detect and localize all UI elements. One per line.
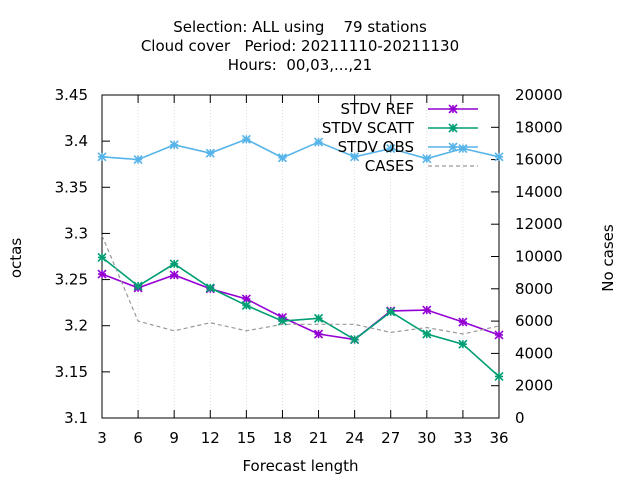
title-line: Cloud cover Period: 20211110-20211130 (141, 37, 459, 55)
data-point (494, 371, 504, 382)
x-tick-label: 36 (489, 429, 508, 447)
x-tick-label: 12 (201, 429, 220, 447)
legend-marker (448, 142, 458, 152)
data-point (313, 137, 324, 147)
legend-item-cases: CASES (365, 157, 478, 175)
data-point (386, 307, 396, 317)
series-line-cases (101, 235, 500, 335)
title-line: Hours: 00,03,...,21 (228, 56, 372, 74)
y2-tick-label: 0 (515, 409, 525, 427)
y2-tick-label: 12000 (515, 215, 563, 233)
y-tick-label: 3.25 (55, 271, 88, 289)
series-line-stdv-obs (101, 138, 500, 161)
data-point (458, 339, 468, 349)
title-line: Selection: ALL using 79 stations (173, 18, 427, 36)
legend-label: CASES (365, 157, 414, 175)
data-point (169, 140, 179, 150)
legend-item-stdv-scatt: STDV SCATT (322, 119, 478, 137)
data-point (133, 281, 143, 291)
legend-item-stdv-obs: STDV OBS (338, 138, 478, 156)
x-tick-label: 24 (345, 429, 364, 447)
x-tick-label: 9 (169, 429, 179, 447)
y2-tick-label: 2000 (515, 377, 553, 395)
y2-tick-label: 6000 (515, 312, 553, 330)
data-point (422, 329, 432, 339)
data-point (169, 270, 179, 280)
data-point (350, 152, 360, 162)
legend-label: STDV OBS (338, 138, 414, 156)
grid (137, 95, 464, 418)
data-point (458, 317, 468, 327)
y-tick-label: 3.4 (64, 132, 88, 150)
series-line-stdv-ref (101, 273, 500, 341)
series-stdv-ref (97, 269, 504, 345)
data-point (386, 143, 396, 154)
data-point (169, 259, 179, 269)
x-tick-label: 15 (237, 429, 256, 447)
y2-tick-label: 20000 (515, 86, 563, 104)
y2-tick-label: 10000 (515, 248, 563, 266)
data-point (422, 305, 432, 315)
x-tick-label: 3 (97, 429, 107, 447)
x-tick-label: 30 (417, 429, 436, 447)
y2-tick-label: 4000 (515, 344, 553, 362)
data-point (205, 148, 215, 158)
y2-tick-label: 14000 (515, 183, 563, 201)
data-point (97, 152, 107, 162)
x-tick-label: 18 (273, 429, 292, 447)
axis-ticks (101, 94, 500, 419)
y2-axis-label: No cases (599, 224, 617, 292)
data-point (350, 334, 360, 345)
x-tick-label: 6 (133, 429, 143, 447)
series-line-stdv-scatt (101, 256, 500, 378)
y-axis-label: octas (7, 238, 25, 278)
data-point (133, 155, 143, 165)
data-point (422, 154, 432, 164)
x-tick-label: 33 (453, 429, 472, 447)
legend-label: STDV SCATT (322, 119, 415, 137)
y-tick-label: 3.1 (64, 409, 88, 427)
legend-marker (448, 104, 458, 114)
data-point (97, 269, 107, 279)
data-point (313, 329, 324, 339)
data-point (494, 152, 504, 162)
y-tick-label: 3.3 (64, 224, 88, 242)
series-stdv-obs (97, 134, 504, 165)
y2-tick-label: 8000 (515, 280, 553, 298)
y2-axis-tick-labels: 0 2000 4000 6000 8000 10000 12000 14000 16000 180… (515, 86, 563, 427)
x-tick-label: 21 (309, 429, 328, 447)
y-axis-tick-labels: 3.1 3.15 3.2 3.25 3.3 3.35 3.4 3.45 (55, 86, 88, 427)
x-axis-tick-labels: 3 6 9 12 15 18 21 24 27 30 33 36 (97, 429, 508, 447)
series-lines (97, 134, 504, 382)
data-point (241, 134, 251, 144)
legend-item-stdv-ref: STDV REF (340, 100, 478, 118)
y-tick-label: 3.15 (55, 363, 88, 381)
y2-tick-label: 16000 (515, 151, 563, 169)
data-point (494, 330, 504, 340)
data-point (241, 300, 251, 310)
series-cases (101, 235, 500, 335)
x-tick-label: 27 (381, 429, 400, 447)
data-point (205, 283, 215, 293)
legend-label: STDV REF (340, 100, 414, 118)
y-tick-label: 3.45 (55, 86, 88, 104)
data-point (313, 313, 324, 323)
x-axis-label: Forecast length (242, 457, 358, 475)
data-point (277, 153, 288, 163)
legend-marker (448, 123, 458, 133)
plot-frame (101, 94, 500, 419)
series-stdv-scatt (97, 252, 504, 382)
data-point (97, 252, 107, 262)
y2-tick-label: 18000 (515, 118, 563, 136)
data-point (458, 143, 468, 154)
y-tick-label: 3.2 (64, 317, 88, 335)
y-tick-label: 3.35 (55, 178, 88, 196)
